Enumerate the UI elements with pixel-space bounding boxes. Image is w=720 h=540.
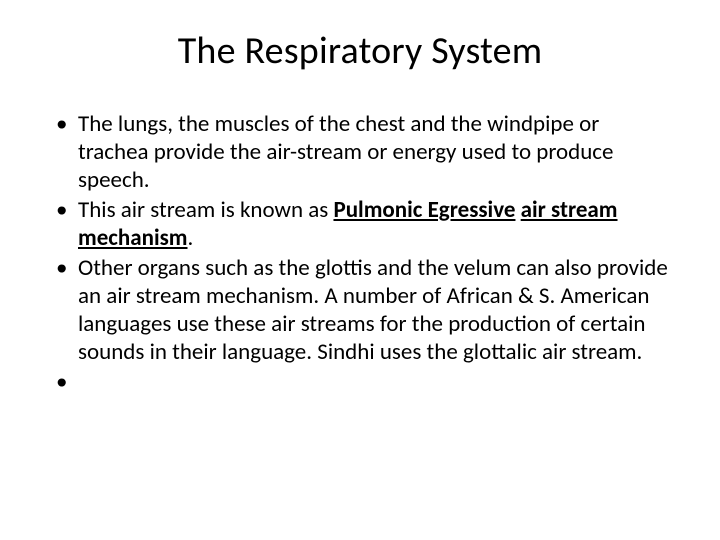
bullet-list: The lungs, the muscles of the chest and … <box>50 110 670 366</box>
slide-body: The lungs, the muscles of the chest and … <box>0 110 720 366</box>
bullet-text-3: Other organs such as the glottis and the… <box>78 254 668 366</box>
bullet-text-1: The lungs, the muscles of the chest and … <box>78 110 613 194</box>
bullet-text-2-prefix: This air stream is known as <box>78 196 333 224</box>
bullet-text-2-suffix: . <box>188 224 194 252</box>
slide-title: The Respiratory System <box>0 28 720 74</box>
bullet-item-2: This air stream is known as Pulmonic Egr… <box>50 196 670 252</box>
bullet-text-2-term1: Pulmonic Egressive <box>333 196 515 224</box>
bullet-item-1: The lungs, the muscles of the chest and … <box>50 110 670 194</box>
slide: The Respiratory System The lungs, the mu… <box>0 28 720 540</box>
bullet-item-3: Other organs such as the glottis and the… <box>50 254 670 366</box>
